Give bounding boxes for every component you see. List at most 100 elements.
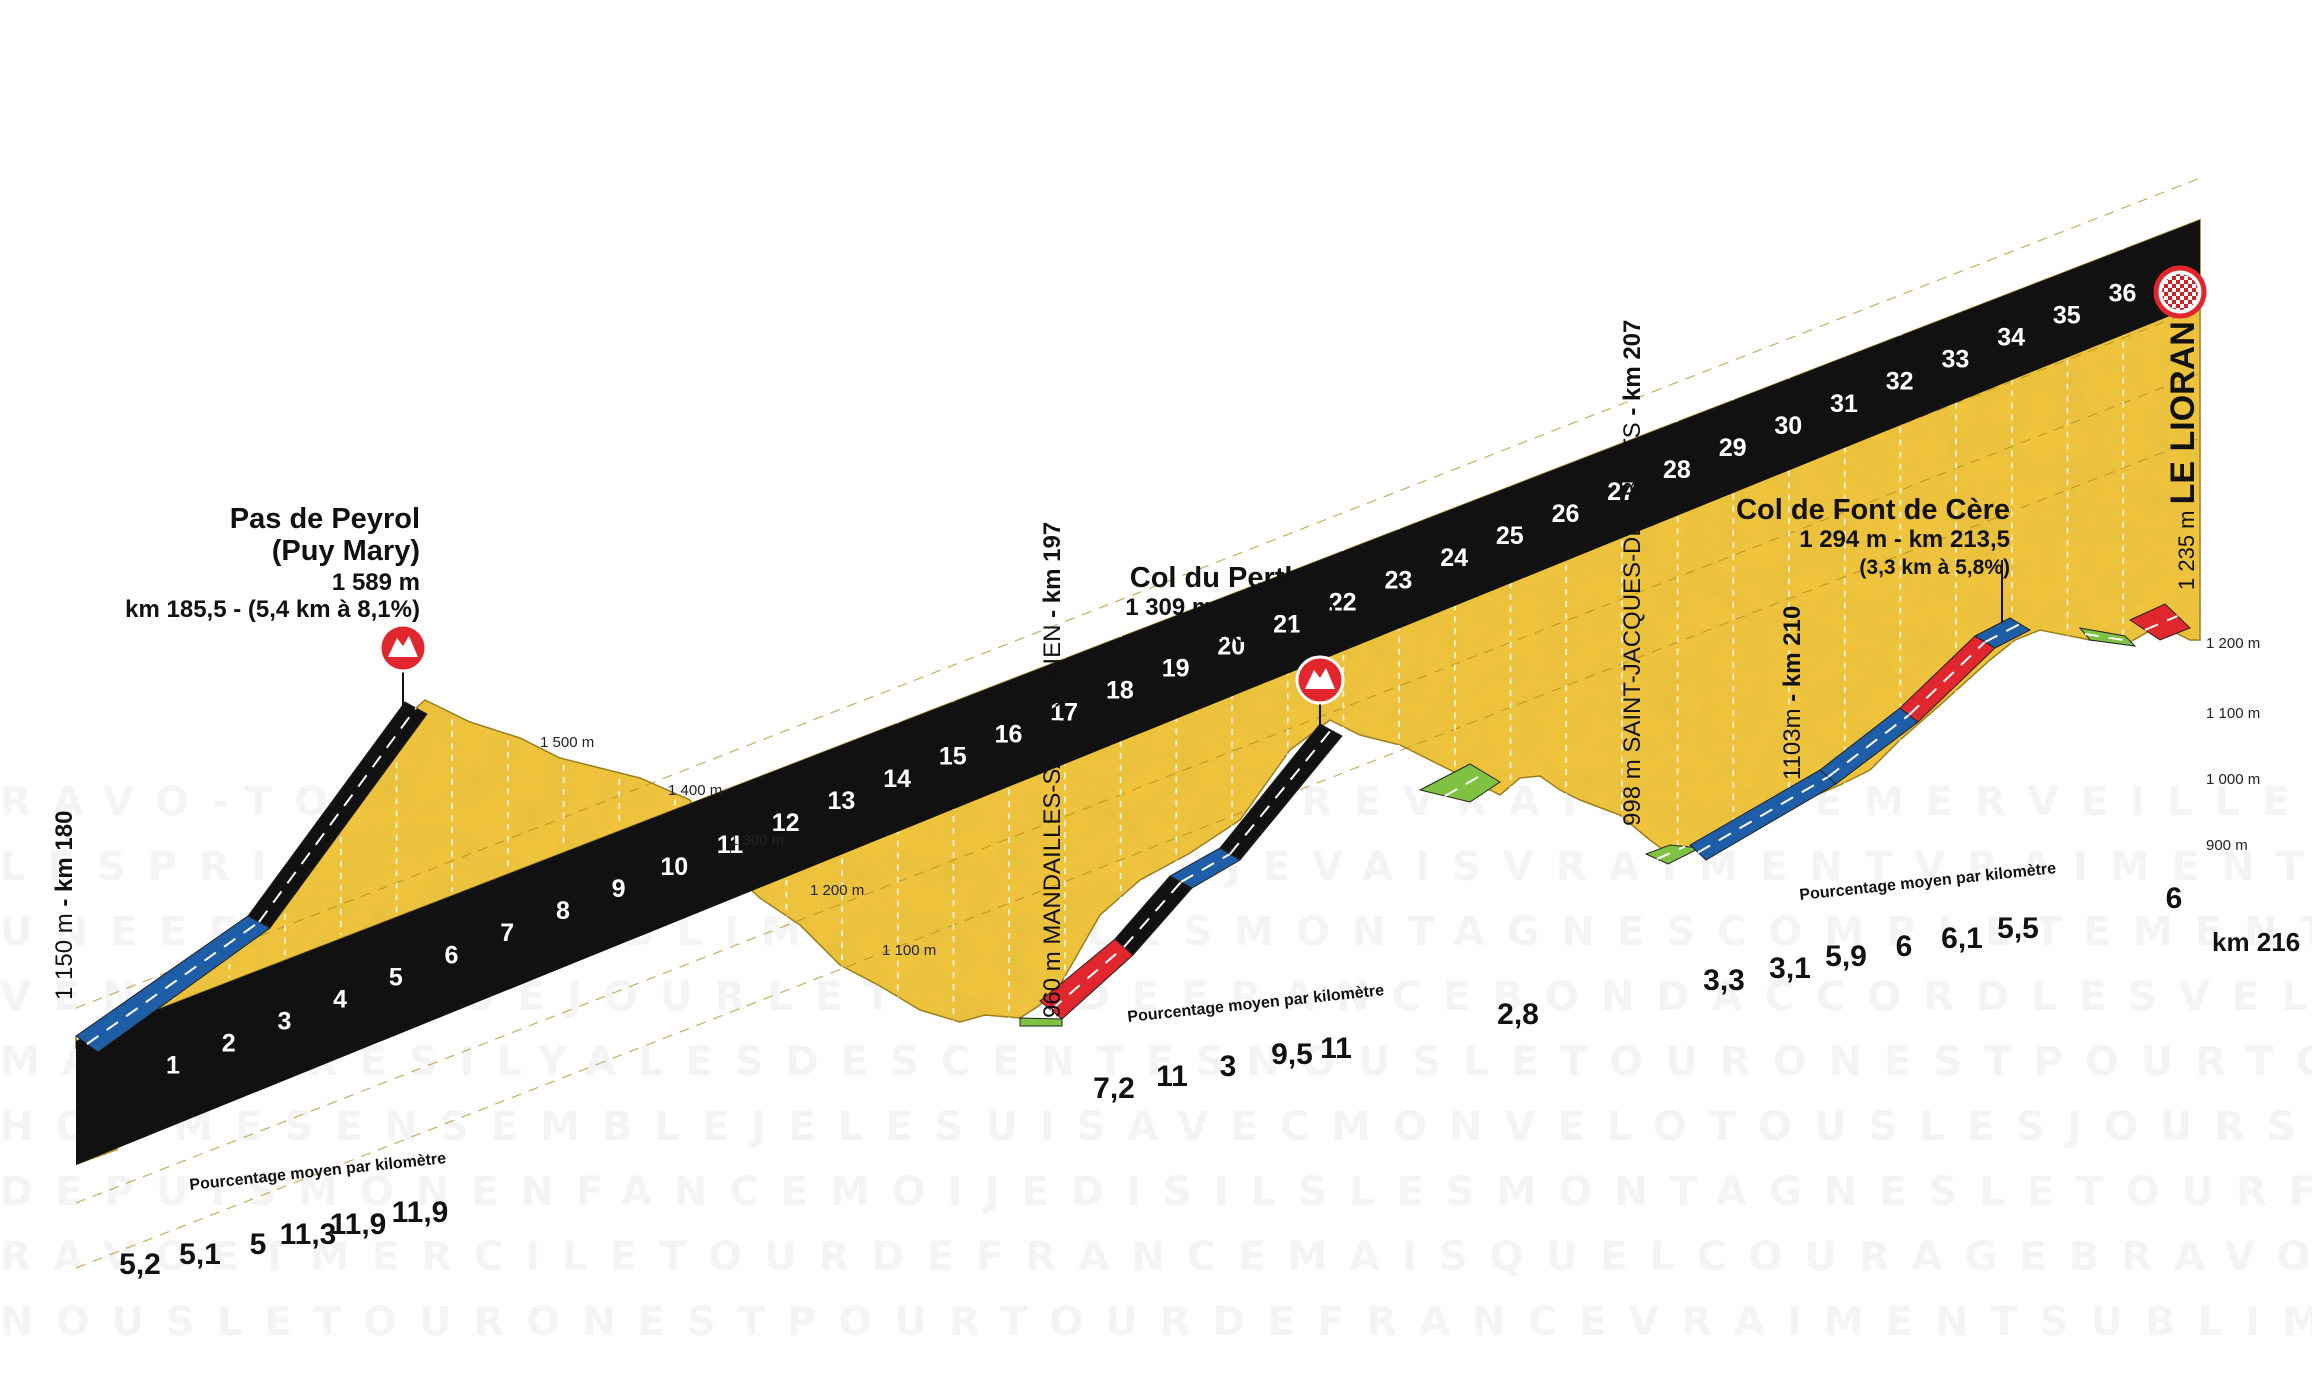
km-mark-4: 4 bbox=[333, 985, 347, 1013]
pct-value: 7,2 bbox=[1093, 1072, 1135, 1105]
altitude-guide-line bbox=[75, 372, 2201, 1204]
km-mark-2: 2 bbox=[222, 1030, 236, 1058]
pct-value: 2,8 bbox=[1497, 998, 1539, 1031]
km-mark-25: 25 bbox=[1496, 522, 1524, 550]
climb-band-black-1 bbox=[247, 701, 428, 929]
climb-band-red-finish bbox=[2128, 603, 2191, 641]
finish-flag-icon bbox=[2153, 265, 2207, 319]
descent-alt-1100: 1 100 m bbox=[882, 942, 936, 959]
km-mark-6: 6 bbox=[445, 941, 459, 969]
km-mark-27: 27 bbox=[1607, 478, 1635, 506]
km-mark-3: 3 bbox=[277, 1007, 291, 1035]
pct-value: 11 bbox=[1320, 1032, 1352, 1065]
pct-value: 11,9 bbox=[330, 1208, 387, 1241]
pct-value: 9,5 bbox=[1271, 1038, 1313, 1071]
descent-alt-1400: 1 400 m bbox=[668, 782, 722, 799]
climb-band-blue-3c bbox=[1973, 617, 2032, 649]
summit-icon-col-du-perthus bbox=[1295, 655, 1345, 740]
km-mark-13: 13 bbox=[827, 787, 855, 815]
pct-value: 5,2 bbox=[119, 1248, 161, 1281]
km-mark-33: 33 bbox=[1941, 346, 1969, 374]
km-mark-35: 35 bbox=[2053, 302, 2081, 330]
km-mark-31: 31 bbox=[1830, 390, 1858, 418]
summit-icon-pas-de-peyrol bbox=[378, 623, 428, 706]
km-mark-24: 24 bbox=[1440, 544, 1468, 572]
climb-sub-col-du-perthus: (4,4 km à 7,9%) bbox=[1185, 624, 1336, 647]
km-mark-30: 30 bbox=[1774, 412, 1802, 440]
km-mark-1: 1 bbox=[166, 1052, 180, 1080]
km-mark-12: 12 bbox=[772, 809, 800, 837]
climb-info-font-de-cere: 1 294 m - km 213,5 bbox=[1799, 526, 2010, 553]
km-mark-19: 19 bbox=[1162, 655, 1190, 683]
pct-value: 5,5 bbox=[1997, 912, 2039, 945]
svg-text:HOMMESENSEMBLEJELESUISAVECMONV: HOMMESENSEMBLEJELESUISAVECMONVELOTOUSLES… bbox=[0, 1104, 2312, 1150]
pct-value: 5 bbox=[250, 1228, 267, 1261]
waypoint-km210: 1103m - km 210 bbox=[1779, 606, 1806, 780]
km-mark-16: 16 bbox=[995, 721, 1023, 749]
flat-band-green bbox=[1019, 1017, 1063, 1027]
pct-value: 5,9 bbox=[1825, 940, 1867, 973]
climb-band-black-2b bbox=[1219, 723, 1343, 861]
descent-alt-1300: 1 300 m bbox=[730, 832, 784, 849]
km-mark-21: 21 bbox=[1273, 610, 1301, 638]
km-mark-36: 36 bbox=[2109, 279, 2137, 307]
pct-value: 11,9 bbox=[392, 1196, 449, 1229]
waypoint-finish: 1 235 m LE LIORAN bbox=[2164, 321, 2202, 590]
climb-sub-font-de-cere: (3,3 km à 5,8%) bbox=[1859, 556, 2010, 579]
waypoint-start: 1 150 m - km 180 bbox=[51, 811, 78, 1000]
svg-text:RAVOETMERCILETOURDEFRANCEMAISQ: RAVOETMERCILETOURDEFRANCEMAISQUELCOURAGE… bbox=[0, 1234, 2312, 1280]
scale-alt-1100: 1 100 m bbox=[2206, 705, 2260, 722]
km-mark-29: 29 bbox=[1719, 434, 1747, 462]
km-mark-14: 14 bbox=[883, 765, 911, 793]
waypoint-saint-jacques: 998 m SAINT-JACQUES-DES-BLATS - km 207 bbox=[1619, 320, 1646, 826]
pct-value: 5,1 bbox=[179, 1238, 221, 1271]
km-mark-10: 10 bbox=[660, 853, 688, 881]
climb-name-col-du-perthus: Col du Perthus bbox=[1130, 562, 1336, 594]
pct-value: 11 bbox=[1156, 1060, 1188, 1093]
pct-value: 6 bbox=[1896, 930, 1913, 963]
climb-band-green-mid bbox=[1418, 763, 1501, 803]
pct-value: 3 bbox=[1220, 1050, 1237, 1083]
km-mark-17: 17 bbox=[1050, 699, 1078, 727]
scale-alt-900: 900 m bbox=[2206, 837, 2248, 854]
km-mark-32: 32 bbox=[1886, 368, 1914, 396]
km-mark-26: 26 bbox=[1552, 500, 1580, 528]
km-mark-9: 9 bbox=[612, 875, 626, 903]
altitude-guide-line bbox=[75, 437, 2201, 1269]
km-mark-7: 7 bbox=[500, 919, 514, 947]
altitude-guide-line bbox=[75, 177, 2201, 1009]
km-mark-5: 5 bbox=[389, 963, 403, 991]
pct-value: 3,3 bbox=[1703, 964, 1745, 997]
profile: 1234567891011121314151617181920212223242… bbox=[51, 177, 2300, 1281]
climb-name-font-de-cere: Col de Font de Cère bbox=[1736, 494, 2010, 526]
km-mark-34: 34 bbox=[1997, 324, 2025, 352]
km-mark-8: 8 bbox=[556, 897, 570, 925]
svg-text:DEPUISMONENFANCEMOIJEDISILSLES: DEPUISMONENFANCEMOIJEDISILSLESMONTAGNESL… bbox=[0, 1169, 2312, 1215]
svg-text:NOUSLETOURONESTPOURTOURDEFRANC: NOUSLETOURONESTPOURTOURDEFRANCEVRAIMENTS… bbox=[0, 1299, 2312, 1345]
scale-alt-1200: 1 200 m bbox=[2206, 635, 2260, 652]
climb-name2-pas-de-peyrol: (Puy Mary) bbox=[272, 535, 420, 567]
km-mark-11: 11 bbox=[717, 831, 744, 859]
climb-alt-pas-de-peyrol: 1 589 m bbox=[332, 569, 420, 596]
km-mark-22: 22 bbox=[1329, 588, 1357, 616]
km-end-label: km 216 bbox=[2212, 927, 2300, 957]
km-mark-15: 15 bbox=[939, 743, 967, 771]
km-mark-23: 23 bbox=[1384, 566, 1412, 594]
waypoint-mandailles: 960 m MANDAILLES-SAINT-JULIEN - km 197 bbox=[1039, 522, 1066, 1018]
descent-alt-1200: 1 200 m bbox=[810, 882, 864, 899]
pct-value: 6,1 bbox=[1941, 922, 1983, 955]
km-mark-20: 20 bbox=[1217, 632, 1245, 660]
pct-value: 6 bbox=[2166, 882, 2183, 915]
descent-alt-1500: 1 500 m bbox=[540, 734, 594, 751]
climb-band-green-3 bbox=[2078, 627, 2137, 647]
km-strip bbox=[76, 219, 2200, 1166]
scale-alt-1000: 1 000 m bbox=[2206, 771, 2260, 788]
svg-text:MAISAPRESILYALESDESCENTESNOUSL: MAISAPRESILYALESDESCENTESNOUSLETOURONEST… bbox=[0, 1039, 2312, 1085]
climb-info-pas-de-peyrol: km 185,5 - (5,4 km à 8,1%) bbox=[125, 596, 420, 623]
pct-value: 3,1 bbox=[1769, 952, 1811, 985]
background-text: RAVO-TOUTSUEURCOMESTENCOUREVRAIMENTEMERV… bbox=[0, 779, 2312, 1345]
pct-value: 11,3 bbox=[280, 1218, 337, 1251]
km-mark-18: 18 bbox=[1106, 677, 1134, 705]
climb-name-pas-de-peyrol: Pas de Peyrol bbox=[230, 503, 420, 535]
